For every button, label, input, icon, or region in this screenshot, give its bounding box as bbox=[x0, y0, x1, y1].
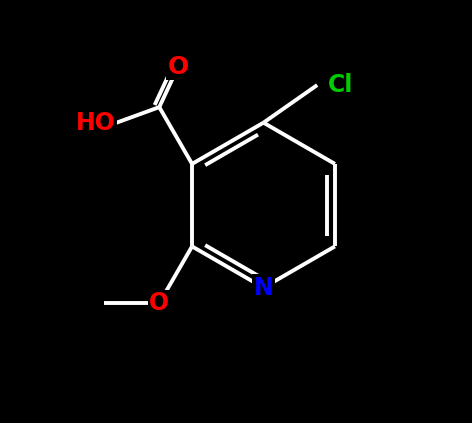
Text: Cl: Cl bbox=[328, 73, 353, 97]
Text: N: N bbox=[253, 276, 273, 299]
Text: O: O bbox=[168, 55, 189, 79]
Text: HO: HO bbox=[76, 111, 116, 135]
Text: O: O bbox=[149, 291, 169, 315]
